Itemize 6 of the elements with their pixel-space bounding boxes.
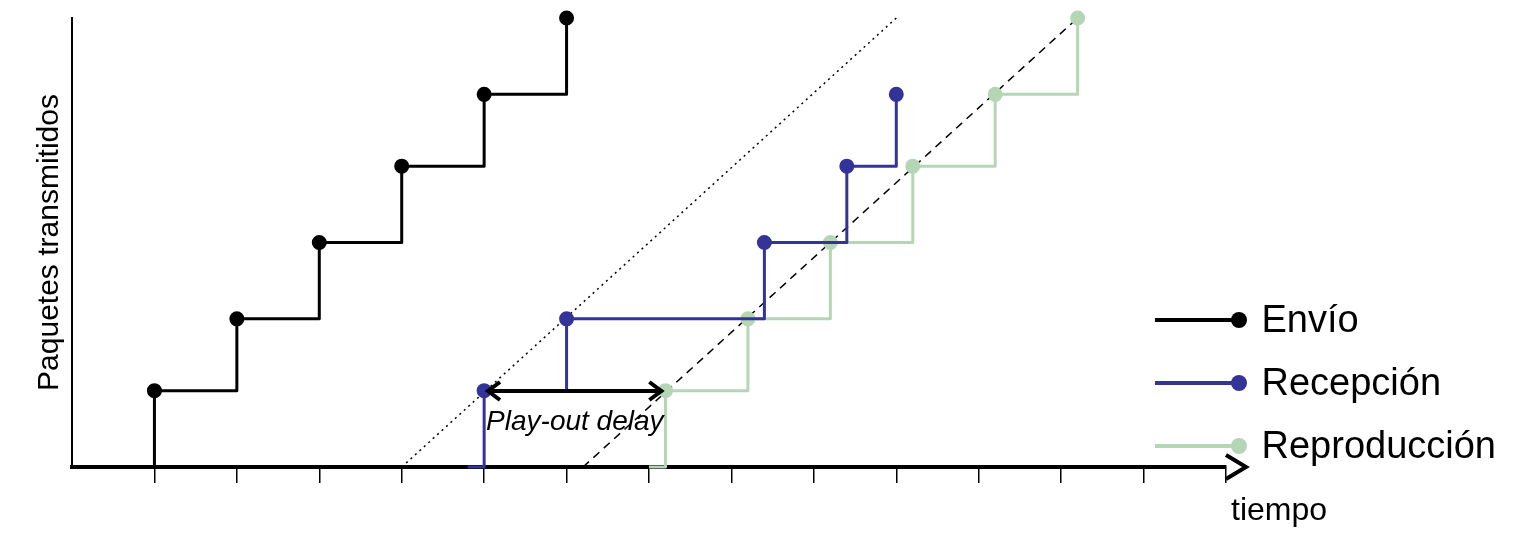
legend-label: Reproducción bbox=[1261, 424, 1496, 467]
annotation: Play-out delay bbox=[485, 404, 666, 437]
x-axis-title: tiempo bbox=[1231, 490, 1328, 527]
legend-label: Envío bbox=[1261, 298, 1359, 341]
legend-label: Recepción bbox=[1261, 361, 1442, 404]
y-axis-title: Paquetes transmitidos bbox=[31, 94, 65, 391]
